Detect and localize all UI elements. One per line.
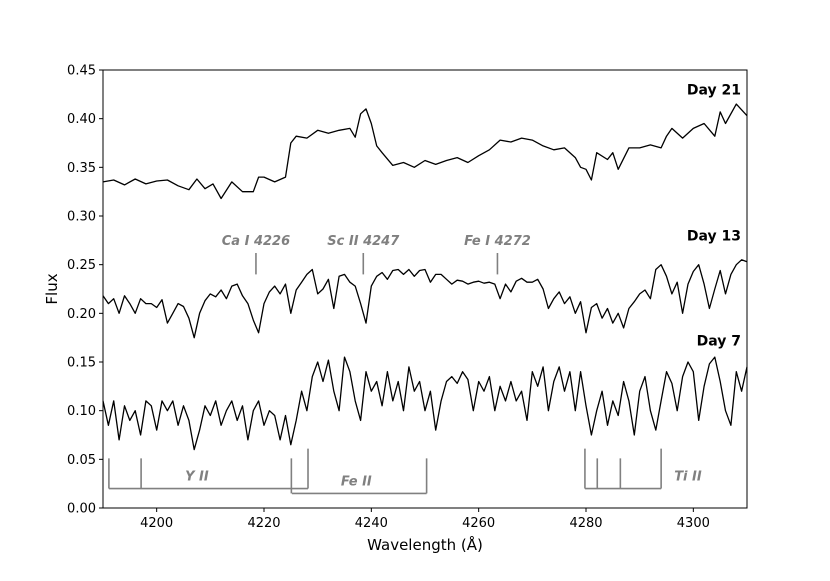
y-tick-label: 0.35 (67, 161, 96, 176)
plot-frame (102, 69, 748, 509)
x-tick-label: 4300 (677, 516, 710, 531)
line-id-label: Ca I 4226 (222, 234, 290, 249)
y-tick-label: 0.30 (67, 210, 96, 225)
y-tick-label: 0.25 (67, 258, 96, 273)
y-tick-label: 0.10 (67, 404, 96, 419)
spectra (102, 103, 748, 451)
series-line-day-13 (102, 259, 748, 339)
line-id-label: Sc II 4247 (327, 234, 400, 249)
x-tick-label: 4240 (355, 516, 388, 531)
series-line-day-21 (102, 103, 748, 200)
x-tick-label: 4280 (569, 516, 602, 531)
series-label: Day 7 (697, 334, 741, 350)
axes: 4200 4220 4240 4260 4280 4300 0.00 0.05 0.10 0.15… (67, 64, 748, 531)
series-line-day-7 (102, 356, 748, 451)
y-axis-label: Flux (43, 273, 61, 304)
line-group-label: Fe II (341, 475, 372, 490)
y-tick-label: 0.05 (67, 453, 96, 468)
y-tick-label: 0.15 (67, 356, 96, 371)
x-tick-label: 4220 (247, 516, 280, 531)
line-group-label: Ti II (674, 470, 702, 485)
series-label: Day 21 (687, 82, 741, 98)
x-axis-label: Wavelength (Å) (367, 535, 483, 554)
annotations: Day 21 Day 13 Day 7 Ca I 4226 Sc II 4247 Fe I… (108, 82, 741, 495)
series-label: Day 13 (687, 228, 741, 244)
y-tick-label: 0.45 (67, 64, 96, 79)
x-tick-label: 4260 (462, 516, 495, 531)
line-id-label: Fe I 4272 (464, 234, 531, 249)
y-tick-label: 0.20 (67, 307, 96, 322)
y-tick-label: 0.00 (67, 502, 96, 517)
y-tick-label: 0.40 (67, 112, 96, 127)
x-tick-label: 4200 (140, 516, 173, 531)
line-group-label: Y II (185, 470, 209, 485)
